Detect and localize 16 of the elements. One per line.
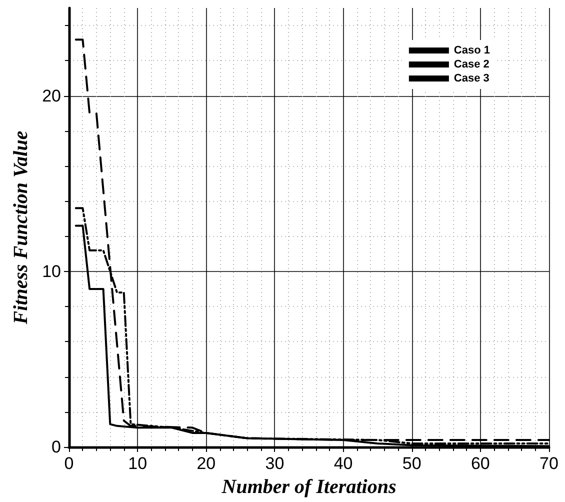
- x-tick-label: 70: [540, 454, 558, 473]
- x-tick-label: 30: [265, 454, 284, 473]
- x-tick-label: 20: [196, 454, 216, 473]
- legend-label: Case 3: [454, 72, 490, 84]
- y-axis-title: Fitness Function Value: [10, 130, 32, 326]
- y-tick-label: 10: [42, 262, 61, 281]
- legend-label: Case 2: [454, 58, 490, 70]
- x-tick-label: 50: [402, 454, 422, 473]
- x-tick-label: 60: [470, 454, 490, 473]
- x-axis-title: Number of Iterations: [220, 476, 396, 498]
- x-tick-label: 10: [128, 454, 148, 473]
- y-tick-label: 0: [52, 438, 61, 456]
- x-tick-label: 0: [64, 454, 74, 473]
- y-tick-label: 20: [42, 86, 61, 106]
- x-tick-label: 40: [334, 454, 353, 473]
- legend-label: Caso 1: [454, 44, 490, 56]
